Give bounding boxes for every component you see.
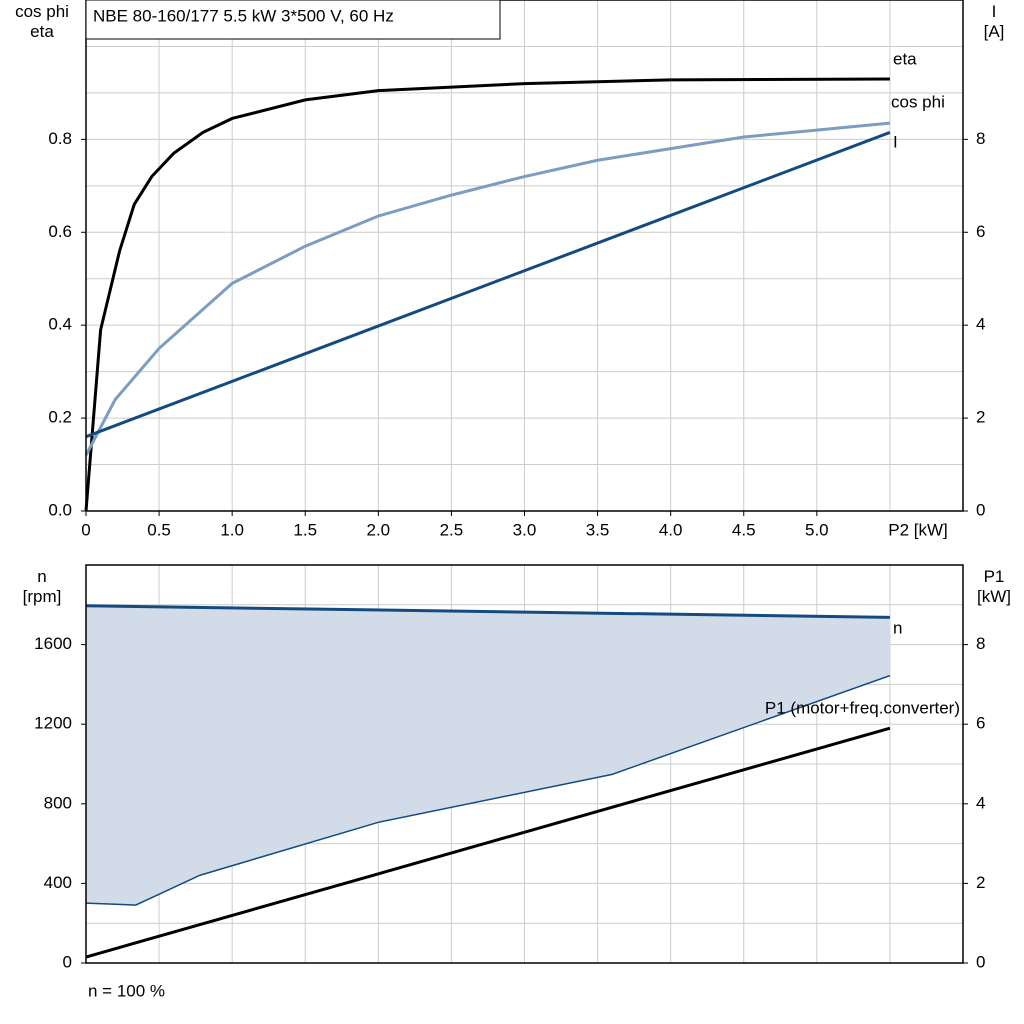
- x-tick-label: 4.0: [659, 520, 683, 539]
- y2-tick-label: 6: [976, 222, 985, 241]
- y2-axis-label: I [A]: [983, 2, 1005, 41]
- plot-frame: [85, 564, 964, 964]
- y-tick-label: 0.4: [48, 315, 72, 334]
- series-line: [84, 121, 891, 456]
- y2-tick-label: 0: [976, 500, 985, 519]
- y-tick-label: 0.6: [48, 222, 72, 241]
- series-label: P1 (motor+freq.converter): [765, 698, 960, 717]
- series-label: cos phi: [891, 92, 945, 111]
- title-box: [85, 0, 501, 40]
- y2-tick-label: 8: [976, 634, 985, 653]
- y-tick-label: 0.8: [48, 129, 72, 148]
- y-tick-label: 0.0: [48, 500, 72, 519]
- y-tick-label: 800: [44, 793, 72, 812]
- area-fill: [86, 605, 890, 906]
- x-tick-label: 5.0: [805, 520, 829, 539]
- y-tick-label: 0.2: [48, 408, 72, 427]
- x-tick-label: 1.5: [293, 520, 317, 539]
- x-tick-label: 4.5: [732, 520, 756, 539]
- y2-tick-label: 0: [976, 952, 985, 971]
- annotation: n = 100 %: [88, 981, 165, 1000]
- series-line: [85, 130, 891, 439]
- x-tick-label: 0: [81, 520, 90, 539]
- y-tick-label: 0: [63, 952, 72, 971]
- y2-tick-label: 8: [976, 129, 985, 148]
- y2-tick-label: 6: [976, 714, 985, 733]
- series-label: I: [893, 132, 898, 151]
- x-tick-label: 1.0: [220, 520, 244, 539]
- chart-title: NBE 80-160/177 5.5 kW 3*500 V, 60 Hz: [93, 6, 394, 25]
- x-tick-label: 0.5: [147, 520, 171, 539]
- series-line: [85, 726, 891, 959]
- y-tick-label: 1200: [34, 714, 72, 733]
- x-tick-label: 2.5: [440, 520, 464, 539]
- y2-tick-label: 2: [976, 873, 985, 892]
- y2-tick-label: 4: [976, 315, 985, 334]
- x-axis-label: P2 [kW]: [888, 520, 948, 539]
- x-tick-label: 2.0: [367, 520, 391, 539]
- series-label: n: [893, 618, 902, 637]
- series-line: [84, 77, 890, 512]
- y2-tick-label: 2: [976, 408, 985, 427]
- x-tick-label: 3.0: [513, 520, 537, 539]
- y-axis-label: cos phi eta: [15, 2, 69, 41]
- x-tick-label: 3.5: [586, 520, 610, 539]
- y2-axis-label: P1 [kW]: [977, 567, 1011, 606]
- y-tick-label: 400: [44, 873, 72, 892]
- series-line: [85, 604, 890, 619]
- series-label: eta: [893, 49, 917, 68]
- y2-tick-label: 4: [976, 793, 985, 812]
- y-axis-label: n [rpm]: [22, 567, 62, 606]
- y-tick-label: 1600: [34, 634, 72, 653]
- series-line: [85, 674, 891, 906]
